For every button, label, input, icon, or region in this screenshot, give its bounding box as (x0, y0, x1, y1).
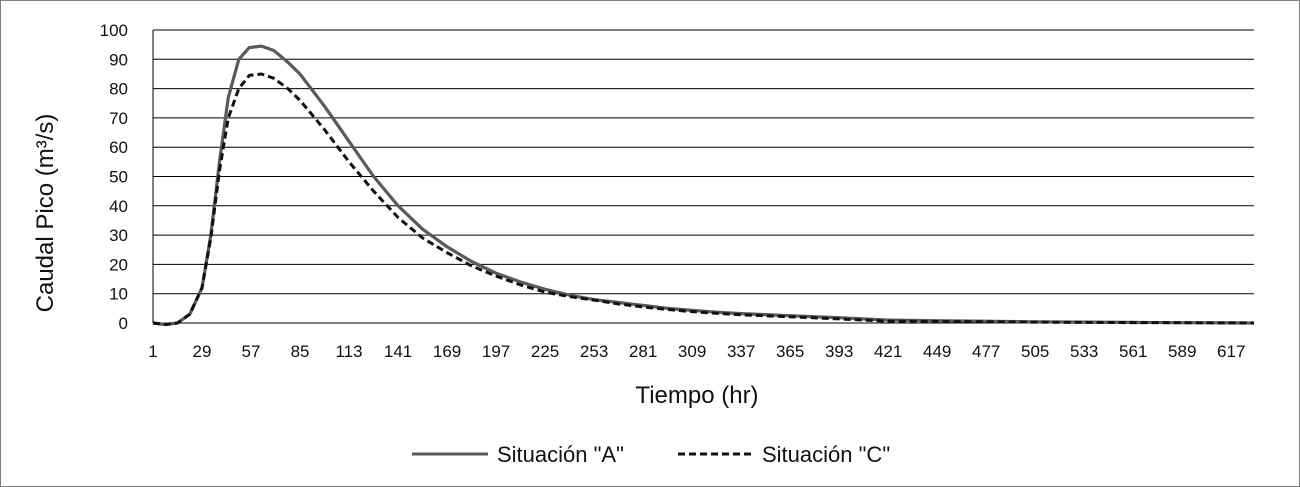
series-line-1 (152, 44, 1255, 327)
y-tick-label: 100 (100, 21, 128, 40)
x-axis-title: Tiempo (hr) (635, 382, 758, 409)
x-tick-label: 85 (291, 342, 310, 361)
x-tick-label: 29 (193, 342, 212, 361)
x-tick-label: 197 (482, 342, 510, 361)
x-tick-label: 449 (923, 342, 951, 361)
x-tick-label: 533 (1070, 342, 1098, 361)
legend-label-1: Situación "A" (497, 442, 624, 467)
y-axis-ticks: 0 10 20 30 40 50 60 70 80 90 100 (100, 21, 128, 333)
y-tick-label: 40 (109, 197, 128, 216)
y-tick-label: 20 (109, 255, 128, 274)
y-axis-title: Caudal Pico (m³/s) (32, 114, 59, 313)
gridlines (152, 29, 1254, 324)
x-tick-label: 337 (727, 342, 755, 361)
x-tick-label: 477 (972, 342, 1000, 361)
x-tick-label: 169 (433, 342, 461, 361)
x-axis-ticks: 1 29 57 85 113 141 169 197 225 253 281 309 337 365 393… (148, 342, 1245, 361)
x-tick-label: 365 (776, 342, 804, 361)
y-tick-label: 90 (109, 50, 128, 69)
y-tick-label: 50 (109, 168, 128, 187)
x-tick-label: 113 (335, 342, 362, 361)
x-tick-label: 309 (678, 342, 706, 361)
y-tick-label: 30 (109, 226, 128, 245)
x-tick-label: 505 (1021, 342, 1049, 361)
x-tick-label: 225 (531, 342, 559, 361)
x-tick-label: 393 (825, 342, 853, 361)
x-tick-label: 253 (580, 342, 608, 361)
y-tick-label: 10 (109, 285, 128, 304)
series-line-2 (152, 72, 1255, 326)
x-tick-label: 57 (242, 342, 261, 361)
x-tick-label: 617 (1217, 342, 1245, 361)
y-tick-label: 70 (109, 109, 128, 128)
x-tick-label: 1 (148, 342, 157, 361)
series-lines (152, 44, 1255, 327)
legend: Situación "A" Situación "C" (412, 442, 890, 467)
y-tick-label: 60 (109, 138, 128, 157)
x-tick-label: 421 (874, 342, 902, 361)
x-tick-label: 141 (384, 342, 412, 361)
y-tick-label: 0 (119, 314, 128, 333)
legend-label-2: Situación "C" (762, 442, 890, 467)
x-tick-label: 281 (629, 342, 657, 361)
y-tick-label: 80 (109, 80, 128, 99)
x-tick-label: 589 (1168, 342, 1196, 361)
x-tick-label: 561 (1119, 342, 1147, 361)
